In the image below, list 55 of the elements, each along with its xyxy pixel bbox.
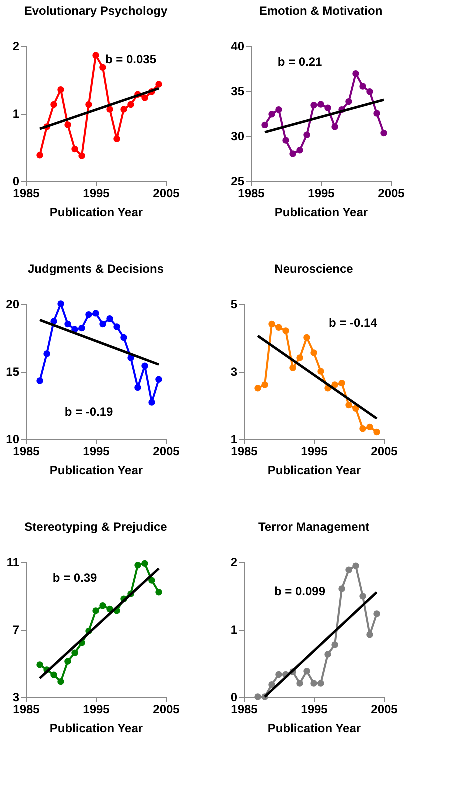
y-tick-label: 0 — [230, 690, 238, 704]
annotation: b = 0.035 — [105, 52, 157, 66]
y-tick-label: 1 — [12, 107, 20, 121]
y-tick-label: 0 — [12, 174, 20, 188]
chart-title: Judgments & Decisions — [28, 262, 164, 276]
x-tick-label: 1995 — [308, 186, 336, 200]
y-tick-label: 10 — [6, 432, 20, 446]
x-tick-label: 1985 — [231, 702, 258, 716]
annotation: b = -0.14 — [329, 316, 378, 330]
x-tick-label: 2005 — [371, 702, 398, 716]
x-tick-label: 2005 — [153, 186, 180, 200]
x-tick-label: 2005 — [371, 444, 398, 458]
x-tick-label: 1985 — [231, 444, 258, 458]
y-tick-label: 3 — [12, 690, 20, 704]
y-tick-label: 40 — [231, 40, 245, 54]
x-tick-label: 2005 — [153, 702, 180, 716]
y-tick-label: 20 — [6, 298, 20, 312]
y-tick-label: 15 — [6, 365, 20, 379]
x-axis-title: Publication Year — [268, 722, 362, 736]
x-tick-label: 1985 — [13, 186, 40, 200]
x-axis-title: Publication Year — [268, 464, 362, 478]
chart-title: Neuroscience — [274, 262, 354, 276]
x-tick-label: 2005 — [153, 444, 180, 458]
x-tick-label: 2005 — [378, 186, 406, 200]
x-tick-label: 1995 — [83, 186, 110, 200]
x-tick-label: 1995 — [83, 702, 110, 716]
y-tick-label: 1 — [230, 623, 238, 637]
y-tick-label: 2 — [12, 40, 20, 54]
x-tick-label: 1995 — [301, 702, 328, 716]
y-tick-label: 35 — [231, 84, 245, 98]
x-tick-label: 1995 — [301, 444, 328, 458]
y-tick-label: 3 — [230, 365, 238, 379]
y-tick-label: 30 — [231, 130, 245, 144]
chart-title: Evolutionary Psychology — [24, 4, 168, 18]
chart-title: Emotion & Motivation — [259, 4, 383, 18]
x-tick-label: 1985 — [13, 702, 40, 716]
y-tick-label: 2 — [230, 556, 238, 570]
x-tick-label: 1995 — [83, 444, 110, 458]
y-tick-label: 25 — [231, 174, 245, 188]
x-axis-title: Publication Year — [50, 464, 144, 478]
x-tick-label: 1985 — [13, 444, 40, 458]
annotation: b = -0.19 — [64, 405, 114, 419]
x-tick-label: 1985 — [238, 186, 266, 200]
y-tick-label: 11 — [6, 556, 20, 570]
x-axis-title: Publication Year — [50, 206, 144, 220]
annotation: b = 0.39 — [52, 571, 98, 586]
x-axis-title: Publication Year — [50, 722, 144, 736]
x-axis-title: Publication Year — [274, 206, 368, 220]
annotation: b = 0.21 — [278, 55, 322, 70]
annotation: b = 0.099 — [274, 584, 326, 599]
y-tick-label: 5 — [230, 298, 238, 312]
y-tick-label: 7 — [12, 623, 20, 637]
y-tick-label: 1 — [230, 432, 238, 446]
chart-title: Terror Management — [258, 520, 370, 534]
chart-title: Stereotyping & Prejudice — [24, 520, 168, 534]
